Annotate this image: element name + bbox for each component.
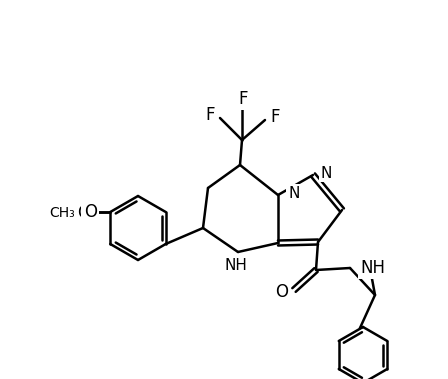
Text: O: O [84, 203, 97, 221]
Text: O: O [82, 204, 94, 219]
Text: N: N [288, 185, 299, 200]
Text: CH₃: CH₃ [49, 206, 75, 220]
Text: NH: NH [224, 257, 247, 273]
Text: F: F [205, 106, 215, 124]
Text: NH: NH [360, 259, 385, 277]
Text: O: O [276, 283, 289, 301]
Text: F: F [238, 90, 248, 108]
Text: F: F [270, 108, 280, 126]
Text: N: N [321, 166, 332, 180]
Text: O: O [77, 204, 90, 222]
